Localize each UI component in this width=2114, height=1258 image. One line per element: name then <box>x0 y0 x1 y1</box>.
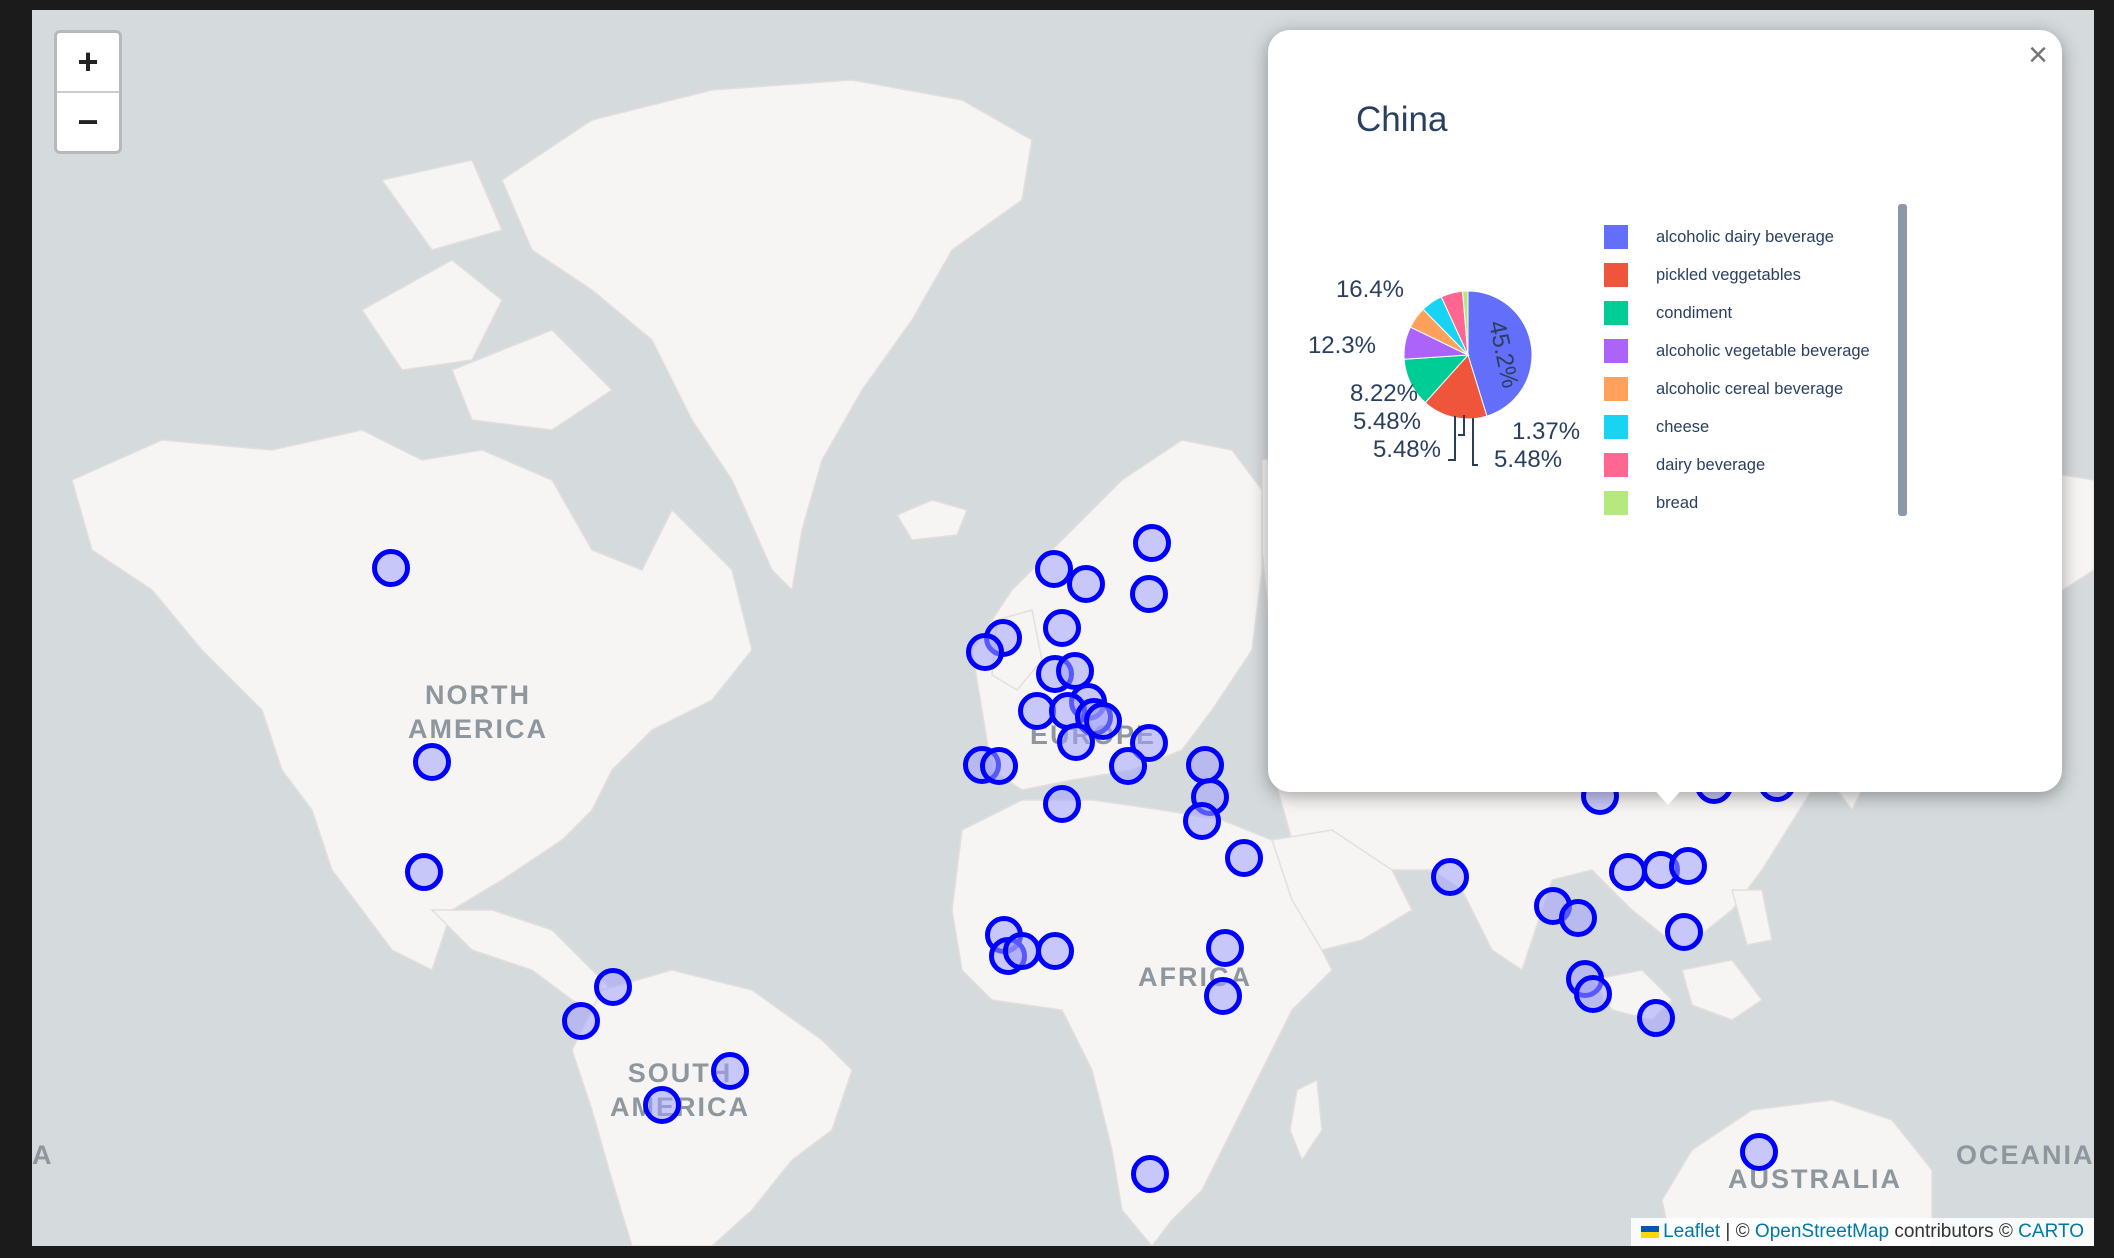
country-marker[interactable] <box>1225 839 1263 877</box>
legend-label: alcoholic dairy beverage <box>1656 227 1834 246</box>
attribution-contributors: contributors © <box>1889 1221 2019 1242</box>
country-marker[interactable] <box>1669 847 1707 885</box>
legend-label: cheese <box>1656 417 1710 436</box>
country-marker[interactable] <box>1057 723 1095 761</box>
legend-label: pickled veggetables <box>1656 265 1801 284</box>
legend-label: dairy beverage <box>1656 455 1766 474</box>
country-marker[interactable] <box>413 743 451 781</box>
ukraine-flag-icon <box>1641 1225 1660 1238</box>
legend-swatch <box>1604 491 1628 515</box>
pie-value-label-4: 5.48% <box>1353 408 1421 435</box>
country-marker[interactable] <box>1559 899 1597 937</box>
pie-value-label-2: 12.3% <box>1308 332 1376 359</box>
pie-value-label-5: 5.48% <box>1373 436 1441 463</box>
region-label-north-america: NORTH AMERICA <box>408 680 548 744</box>
leaflet-link[interactable]: Leaflet <box>1663 1221 1721 1242</box>
legend-item[interactable]: pickled veggetables <box>1604 256 1870 294</box>
legend-label: condiment <box>1656 303 1733 322</box>
legend-swatch <box>1604 453 1628 477</box>
legend-scrollbar[interactable] <box>1898 204 1907 516</box>
country-marker[interactable] <box>594 968 632 1006</box>
legend-item[interactable]: alcoholic cereal beverage <box>1604 370 1870 408</box>
region-label-oceania: OCEANIA <box>1956 1140 2094 1170</box>
pie-slice-7[interactable] <box>1461 290 1469 356</box>
legend-swatch <box>1604 263 1628 287</box>
country-marker[interactable] <box>1637 999 1675 1037</box>
pie-slice-0[interactable] <box>1467 290 1533 417</box>
country-marker[interactable] <box>1003 932 1041 970</box>
country-popup: × China 45.2% 16.4% 12.3% 8.22% 5.48% 5.48% 5.… <box>1268 30 2062 792</box>
osm-link[interactable]: OpenStreetMap <box>1754 1221 1890 1242</box>
country-marker[interactable] <box>372 549 410 587</box>
pie-value-label-6: 5.48% <box>1494 446 1562 473</box>
country-marker[interactable] <box>1665 913 1703 951</box>
country-marker[interactable] <box>1109 747 1147 785</box>
country-marker[interactable] <box>1067 565 1105 603</box>
region-label-asia-partial: A <box>32 1140 54 1170</box>
attribution-separator: | © <box>1720 1221 1755 1242</box>
pie-value-label-1: 16.4% <box>1336 276 1404 303</box>
legend-item[interactable]: alcoholic dairy beverage <box>1604 218 1870 256</box>
country-marker[interactable] <box>1183 802 1221 840</box>
country-marker[interactable] <box>1574 975 1612 1013</box>
legend-item[interactable]: dairy beverage <box>1604 446 1870 484</box>
country-marker[interactable] <box>1206 929 1244 967</box>
country-marker[interactable] <box>1036 932 1074 970</box>
legend-item[interactable]: cheese <box>1604 408 1870 446</box>
country-marker[interactable] <box>1035 550 1073 588</box>
country-marker[interactable] <box>980 747 1018 785</box>
pie-leader-line-2 <box>1448 416 1456 461</box>
legend-label: bread <box>1656 493 1699 512</box>
legend-swatch <box>1604 339 1628 363</box>
legend-item[interactable]: condiment <box>1604 294 1870 332</box>
legend-swatch <box>1604 415 1628 439</box>
pie-value-label-7: 1.37% <box>1512 418 1580 445</box>
country-marker[interactable] <box>405 853 443 891</box>
popup-close-button[interactable]: × <box>2028 36 2048 74</box>
legend-item[interactable]: alcoholic vegetable beverage <box>1604 332 1870 370</box>
pie-leader-line-0 <box>1458 415 1465 436</box>
country-marker[interactable] <box>966 633 1004 671</box>
pie-chart: 45.2%16.4%12.3%8.22%5.48%5.48% 5.48%1.37% <box>1308 276 1580 473</box>
country-marker[interactable] <box>1130 724 1168 762</box>
zoom-in-button[interactable]: + <box>77 41 99 82</box>
country-marker[interactable] <box>1043 609 1081 647</box>
country-marker[interactable] <box>1130 575 1168 613</box>
map-attribution: Leaflet | © OpenStreetMap contributors ©… <box>1631 1218 2094 1246</box>
zoom-out-button[interactable]: − <box>57 91 119 151</box>
country-marker[interactable] <box>1740 1133 1778 1171</box>
legend-swatch <box>1604 377 1628 401</box>
legend-label: alcoholic cereal beverage <box>1656 379 1844 398</box>
legend-swatch <box>1604 301 1628 325</box>
popup-tip <box>1650 785 1686 805</box>
country-marker[interactable] <box>562 1002 600 1040</box>
country-marker[interactable] <box>1431 858 1469 896</box>
country-marker[interactable] <box>711 1052 749 1090</box>
country-marker[interactable] <box>1133 524 1171 562</box>
popup-title: China <box>1356 100 1448 139</box>
pie-legend: alcoholic dairy beverage pickled veggetab… <box>1604 218 1870 522</box>
carto-link[interactable]: CARTO <box>2018 1221 2084 1242</box>
pie-value-label-3: 8.22% <box>1350 380 1418 407</box>
legend-item[interactable]: bread <box>1604 484 1870 522</box>
legend-label: alcoholic vegetable beverage <box>1656 341 1870 360</box>
legend-swatch <box>1604 225 1628 249</box>
country-marker[interactable] <box>1131 1155 1169 1193</box>
country-marker[interactable] <box>1204 977 1242 1015</box>
zoom-control: + − <box>54 30 122 154</box>
country-marker[interactable] <box>643 1086 681 1124</box>
pie-leader-line-1 <box>1472 418 1478 466</box>
country-marker[interactable] <box>1043 785 1081 823</box>
